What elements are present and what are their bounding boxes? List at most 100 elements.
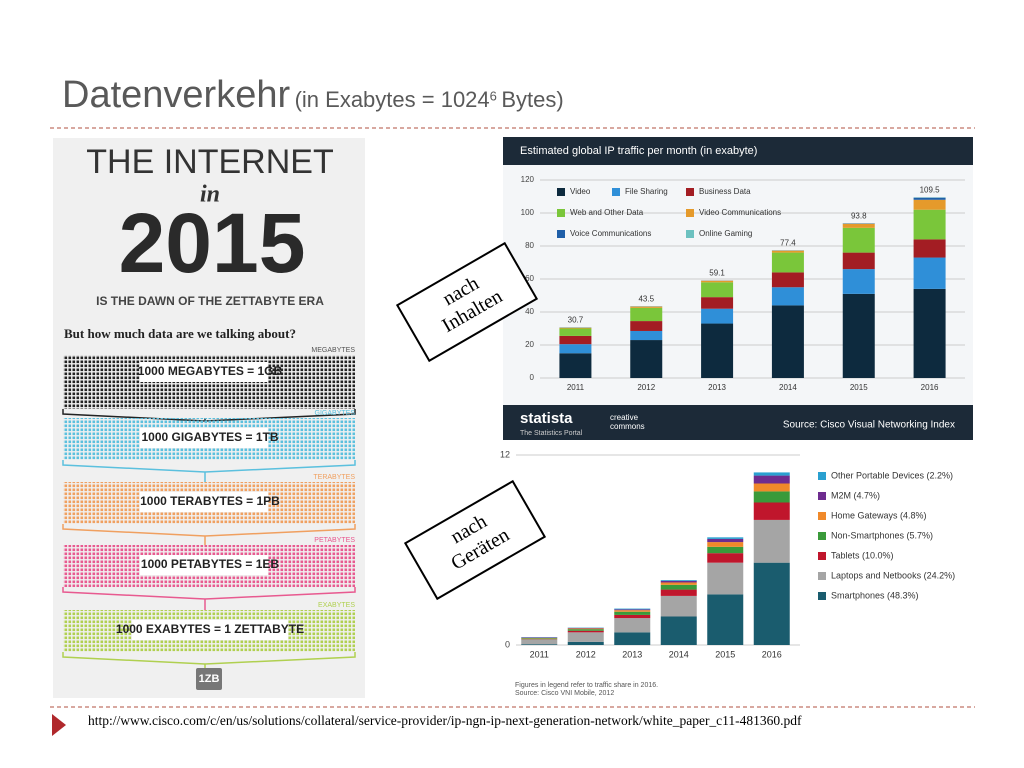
level-label: 1000 PETABYTES = 1EB (141, 557, 280, 571)
legend-swatch (557, 230, 565, 238)
bar-segment (660, 580, 697, 583)
headline-year: 2015 (119, 196, 306, 290)
label-box (140, 428, 268, 448)
bar-segment (771, 272, 804, 288)
bar-segment (701, 323, 734, 378)
source: Source: Cisco VNI Mobile, 2012 (515, 690, 614, 697)
legend-swatch (818, 512, 826, 520)
bar-segment (771, 252, 804, 273)
bar-segment (913, 209, 946, 240)
brand-sub: The Statistics Portal (520, 430, 583, 437)
label-box (132, 620, 288, 640)
legend-label: Home Gateways (4.8%) (831, 510, 927, 520)
bar-segment (567, 628, 604, 630)
bar-segment (521, 639, 558, 645)
slide-title: Datenverkehr (in Exabytes = 10246 Bytes) (62, 74, 564, 117)
bar-segment (842, 252, 875, 270)
bar-segment (707, 594, 744, 645)
y-tick-label: 20 (525, 340, 534, 349)
license: creative (610, 413, 639, 422)
y-tick-label: 0 (530, 373, 535, 382)
bar-segment (701, 308, 734, 324)
legend-swatch (612, 188, 620, 196)
title-main: Datenverkehr (62, 74, 291, 116)
headline: in (200, 182, 220, 208)
bar-segment (753, 472, 790, 476)
bar-segment (660, 595, 697, 617)
total-label: 59.1 (709, 269, 725, 278)
x-tick-label: 2011 (530, 649, 549, 659)
bar-segment (630, 321, 663, 331)
bar-segment (913, 239, 946, 258)
bar-segment (521, 638, 558, 640)
legend-label: Tablets (10.0%) (831, 550, 894, 560)
bar-segment (707, 537, 744, 539)
bar-segment (614, 611, 651, 615)
chart1-footer (503, 405, 973, 440)
bar-segment (614, 618, 651, 633)
legend-label: Online Gaming (699, 229, 752, 238)
bar-segment (614, 614, 651, 619)
bar-segment (707, 553, 744, 563)
legend-label: Voice Communications (570, 229, 651, 238)
label-box (140, 555, 268, 575)
source: Source: Cisco Visual Networking Index (783, 420, 955, 431)
bar-segment (842, 293, 875, 378)
chart1-header (503, 137, 973, 165)
legend-swatch (818, 552, 826, 560)
bar-segment (753, 491, 790, 503)
tagline: IS THE DAWN OF THE ZETTABYTE ERA (96, 294, 324, 308)
total-label: 30.7 (568, 315, 584, 324)
brand: statista (520, 410, 573, 427)
question: But how much data are we talking about? (64, 326, 296, 341)
legend-swatch (818, 592, 826, 600)
unit-label: TERABYTES (313, 474, 355, 481)
x-tick-label: 2014 (779, 383, 797, 392)
legend-label: M2M (4.7%) (831, 490, 880, 500)
annotation-box (403, 479, 547, 601)
license: commons (610, 422, 645, 431)
x-tick-label: 2011 (567, 383, 585, 392)
y-tick-label: 80 (525, 241, 534, 250)
unit-label: EXABYTES (318, 602, 355, 609)
legend-swatch (818, 472, 826, 480)
bar-segment (701, 280, 734, 283)
y-tick-label: 60 (525, 274, 534, 283)
bar-segment (913, 288, 946, 378)
legend-swatch (818, 572, 826, 580)
bar-segment (614, 608, 651, 610)
legend-label: Video (570, 187, 591, 196)
bar-segment (913, 199, 946, 210)
bar-segment (913, 197, 946, 200)
bar-segment (913, 257, 946, 289)
annotation-box (395, 241, 539, 363)
bar-segment (614, 632, 651, 645)
legend-swatch (686, 188, 694, 196)
bar-segment (567, 641, 604, 645)
bar-segment (707, 546, 744, 554)
legend-label: Web and Other Data (570, 208, 644, 217)
bar-segment (660, 616, 697, 645)
label-box (140, 362, 268, 382)
chart1-bg (503, 137, 973, 440)
legend-label: File Sharing (625, 187, 668, 196)
bar-segment (707, 542, 744, 547)
bar-segment (660, 582, 697, 585)
end-label: 1ZB (199, 673, 220, 685)
legend-label: Video Communications (699, 208, 781, 217)
legend-label: Other Portable Devices (2.2%) (831, 470, 953, 480)
legend-swatch (818, 532, 826, 540)
source-url: http://www.cisco.com/c/en/us/solutions/c… (88, 713, 802, 728)
bar-segment (559, 335, 592, 345)
bar-segment (842, 223, 875, 228)
bar-segment (559, 328, 592, 336)
bar-segment (630, 330, 663, 341)
bar-segment (559, 327, 592, 329)
bar-segment (660, 589, 697, 596)
bar-segment (567, 632, 604, 642)
bar-segment (630, 306, 663, 308)
legend-label: Smartphones (48.3%) (831, 590, 919, 600)
